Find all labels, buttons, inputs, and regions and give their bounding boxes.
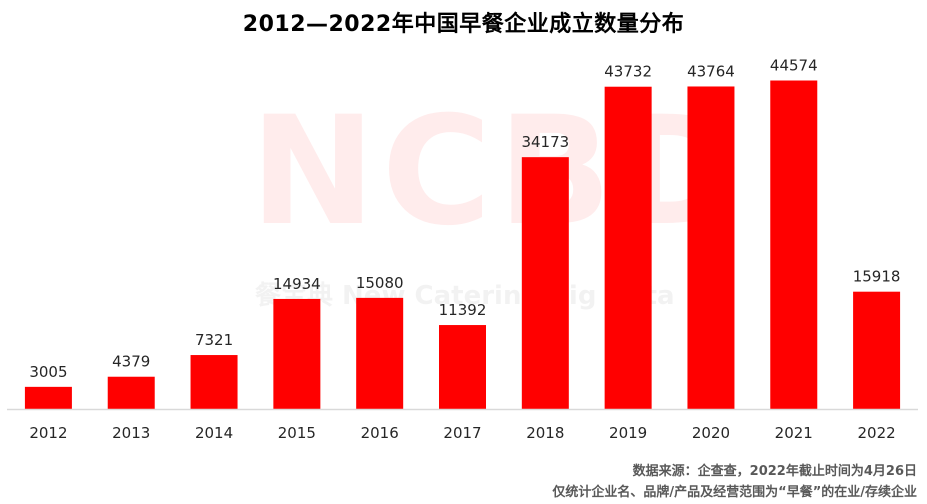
value-label-2020: 43764 (687, 62, 735, 80)
source-note: 数据来源：企查查，2022年截止时间为4月26日 (632, 464, 917, 479)
bar-2014 (190, 355, 238, 409)
bar-2020 (687, 86, 735, 410)
scope-note: 仅统计企业名、品牌/产品及经营范围为“早餐”的在业/存续企业 (552, 485, 917, 500)
value-label-2017: 11392 (439, 301, 487, 319)
x-tick-label-2021: 2021 (775, 424, 813, 442)
x-tick-label-2016: 2016 (361, 424, 399, 442)
bar-2012 (24, 386, 72, 409)
x-tick-label-2020: 2020 (692, 424, 730, 442)
bar-2017 (439, 325, 486, 409)
value-label-2018: 34173 (521, 133, 569, 151)
bars-group (24, 80, 901, 410)
x-tick-label-2013: 2013 (112, 424, 150, 442)
value-label-2013: 4379 (112, 353, 150, 371)
x-tick-label-2018: 2018 (526, 424, 564, 442)
value-label-2012: 3005 (29, 363, 67, 381)
bar-2021 (770, 80, 818, 409)
value-labels-group: 3005 4379 7321 14934 15080 11392 34173 43732 437… (29, 57, 900, 381)
bar-2015 (273, 298, 321, 409)
x-tick-label-2012: 2012 (29, 424, 67, 442)
x-tick-label-2017: 2017 (443, 424, 481, 442)
bar-2016 (356, 297, 404, 409)
value-label-2021: 44574 (770, 57, 818, 75)
value-label-2014: 7321 (195, 331, 233, 349)
bar-2022 (853, 291, 901, 409)
x-tick-label-2014: 2014 (195, 424, 233, 442)
value-label-2015: 14934 (273, 275, 321, 293)
bar-2018 (521, 157, 569, 409)
bar-2019 (604, 86, 652, 409)
x-tick-label-2015: 2015 (278, 424, 316, 442)
x-tick-label-2019: 2019 (609, 424, 647, 442)
value-label-2019: 43732 (604, 63, 652, 81)
x-tick-label-2022: 2022 (857, 424, 895, 442)
bar-2013 (107, 376, 155, 409)
x-tick-labels-group: 2012 2013 2014 2015 2016 2017 2018 2019 2020 2021… (29, 424, 895, 442)
value-label-2016: 15080 (356, 274, 404, 292)
chart-title: 2012—2022年中国早餐企业成立数量分布 (242, 12, 685, 37)
value-label-2022: 15918 (853, 268, 901, 286)
